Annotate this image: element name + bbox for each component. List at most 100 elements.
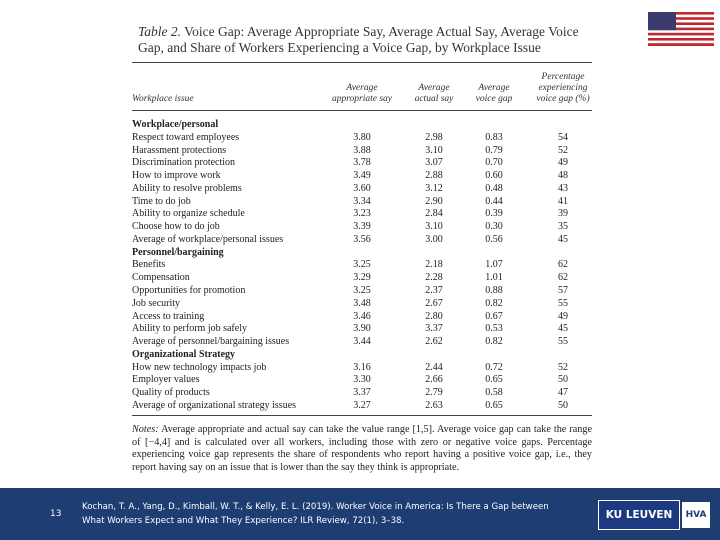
cell-value: 50 [558, 374, 568, 386]
cell-value: 2.66 [425, 374, 443, 386]
cell-value: 3.37 [353, 387, 371, 399]
cell-value: 3.12 [425, 182, 443, 194]
section-name: Personnel/bargaining [132, 246, 224, 258]
cell-value: 62 [558, 272, 568, 284]
row-label: Employer values [132, 374, 200, 386]
cell-value: 3.39 [353, 221, 371, 233]
page-number: 13 [50, 509, 62, 519]
cell-value: 0.56 [485, 233, 503, 245]
title-line: Gap, and Share of Workers Experiencing a… [138, 40, 541, 55]
cell-value: 3.27 [353, 399, 371, 411]
cell-value: 54 [558, 131, 568, 143]
top-rule [132, 62, 592, 63]
cell-value: 0.44 [485, 195, 503, 207]
footer: 13 Kochan, T. A., Yang, D., Kimball, W. … [0, 488, 720, 540]
cell-value: 3.34 [353, 195, 371, 207]
cell-value: 3.23 [353, 208, 371, 220]
cell-value: 2.44 [425, 361, 443, 373]
cell-value: 3.48 [353, 297, 371, 309]
cell-value: 0.70 [485, 157, 503, 169]
cell-value: 47 [558, 387, 568, 399]
cell-value: 55 [558, 336, 568, 348]
us-flag [648, 12, 714, 46]
row-header: Workplace issue [132, 94, 194, 104]
cell-value: 0.65 [485, 399, 503, 411]
table-title: Table 2. Voice Gap: Average Appropriate … [138, 24, 579, 40]
cell-value: 49 [558, 157, 568, 169]
cell-value: 0.67 [485, 310, 503, 322]
column-header: Average [346, 83, 378, 93]
cell-value: 3.60 [353, 182, 371, 194]
cell-value: 0.30 [485, 221, 503, 233]
citation-line: Kochan, T. A., Yang, D., Kimball, W. T.,… [82, 502, 549, 512]
cell-value: 35 [558, 221, 568, 233]
cell-value: 2.37 [425, 285, 443, 296]
cell-value: 2.80 [425, 310, 443, 322]
cell-value: 3.10 [425, 221, 443, 233]
column-header: experiencing [538, 83, 588, 93]
cell-value: 62 [558, 259, 568, 271]
cell-value: 2.79 [425, 387, 443, 399]
cell-value: 52 [558, 144, 568, 156]
row-label: Benefits [132, 259, 166, 271]
cell-value: 3.78 [353, 157, 371, 169]
cell-value: 2.67 [425, 297, 443, 309]
cell-value: 3.46 [353, 310, 371, 322]
notes: Notes: Average appropriate and actual sa… [132, 424, 592, 474]
column-header: Average [418, 83, 450, 93]
cell-value: 39 [558, 208, 568, 220]
cell-value: 3.90 [353, 323, 371, 335]
cell-value: 3.10 [425, 144, 443, 156]
row-label: Access to training [132, 310, 205, 322]
row-label: Quality of products [132, 387, 210, 399]
hva-logo: HVA [682, 502, 710, 528]
cell-value: 3.80 [353, 131, 371, 143]
cell-value: 2.62 [425, 336, 443, 348]
cell-value: 2.84 [425, 208, 443, 220]
cell-value: 3.30 [353, 374, 371, 386]
cell-value: 2.88 [425, 170, 443, 182]
flag-stripes [648, 12, 714, 46]
cell-value: 1.07 [485, 259, 503, 271]
column-header: actual say [414, 94, 454, 104]
cell-value: 2.63 [425, 399, 443, 411]
row-label: Average of organizational strategy issue… [132, 399, 297, 411]
cell-value: 0.65 [485, 374, 503, 386]
cell-value: 0.39 [485, 208, 503, 220]
notes-label: Notes: [132, 424, 159, 435]
row-label: Ability to perform job safely [132, 323, 247, 335]
row-label: Compensation [132, 272, 190, 284]
row-label: How to improve work [132, 170, 221, 182]
column-header: Average [478, 83, 510, 93]
row-label: Ability to resolve problems [132, 182, 242, 194]
cell-value: 0.58 [485, 387, 503, 399]
bottom-rule [132, 415, 592, 416]
column-header: voice gap (%) [536, 94, 590, 104]
cell-value: 45 [558, 233, 568, 245]
cell-value: 50 [558, 399, 568, 411]
cell-value: 3.37 [425, 323, 443, 335]
cell-value: 3.25 [353, 285, 371, 296]
cell-value: 0.88 [485, 285, 503, 296]
row-label: Respect toward employees [132, 131, 240, 143]
row-label: Job security [132, 297, 181, 309]
section-name: Organizational Strategy [132, 348, 236, 360]
ku-leuven-logo: KU LEUVEN [598, 500, 680, 530]
title-line: Voice Gap: Average Appropriate Say, Aver… [184, 24, 579, 39]
row-label: How new technology impacts job [132, 361, 267, 373]
cell-value: 0.60 [485, 170, 503, 182]
cell-value: 0.83 [485, 131, 503, 143]
cell-value: 3.25 [353, 259, 371, 271]
cell-value: 2.28 [425, 272, 443, 284]
section-name: Workplace/personal [132, 119, 219, 130]
notes-text: Average appropriate and actual say can t… [132, 424, 593, 473]
cell-value: 55 [558, 297, 568, 309]
cell-value: 41 [558, 195, 568, 207]
cell-value: 45 [558, 323, 568, 335]
cell-value: 57 [558, 285, 568, 296]
cell-value: 43 [558, 182, 568, 194]
row-label: Ability to organize schedule [132, 208, 245, 220]
cell-value: 2.90 [425, 195, 443, 207]
cell-value: 49 [558, 310, 568, 322]
